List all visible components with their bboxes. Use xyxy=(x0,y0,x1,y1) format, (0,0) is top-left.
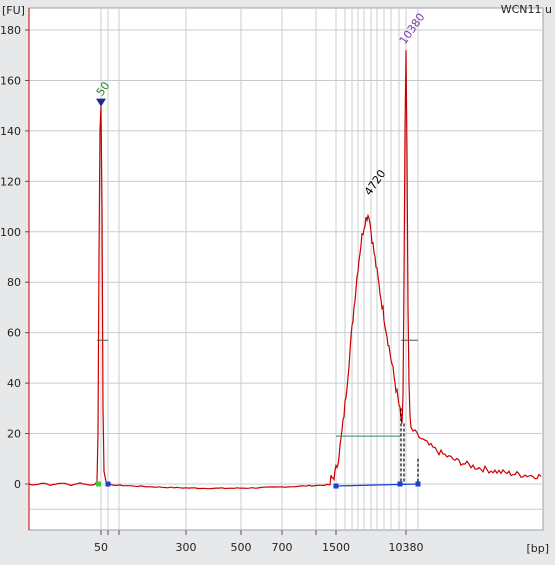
region-anchor-marker xyxy=(333,483,339,489)
plot-area xyxy=(28,7,544,531)
electropherogram-trace xyxy=(28,50,542,490)
x-tick-label: 500 xyxy=(231,541,252,554)
region-anchor-marker xyxy=(397,481,403,487)
chart-title: WCN11 u xyxy=(501,3,552,16)
y-tick-label: 40 xyxy=(7,377,21,390)
y-axis-label: [FU] xyxy=(2,4,25,17)
y-tick-label: 180 xyxy=(0,24,21,37)
y-tick-label: 0 xyxy=(14,478,21,491)
y-tick-label: 160 xyxy=(0,74,21,87)
peak-triangle-marker xyxy=(96,98,106,107)
y-tick-label: 80 xyxy=(7,276,21,289)
y-tick-label: 140 xyxy=(0,125,21,138)
x-tick-label: 300 xyxy=(176,541,197,554)
x-tick-label: 50 xyxy=(94,541,108,554)
y-tick-label: 100 xyxy=(0,226,21,239)
y-tick-label: 60 xyxy=(7,327,21,340)
data-marks xyxy=(28,50,542,490)
region-anchor-marker xyxy=(105,481,111,487)
x-tick-label: 1500 xyxy=(322,541,350,554)
x-tick-label: 700 xyxy=(272,541,293,554)
start-marker xyxy=(96,481,101,487)
region-anchor-marker xyxy=(415,481,421,487)
y-tick-label: 120 xyxy=(0,175,21,188)
x-tick-label: 10380 xyxy=(389,541,424,554)
y-tick-label: 20 xyxy=(7,428,21,441)
region-baseline xyxy=(335,483,419,487)
x-axis-label: [bp] xyxy=(526,542,549,555)
